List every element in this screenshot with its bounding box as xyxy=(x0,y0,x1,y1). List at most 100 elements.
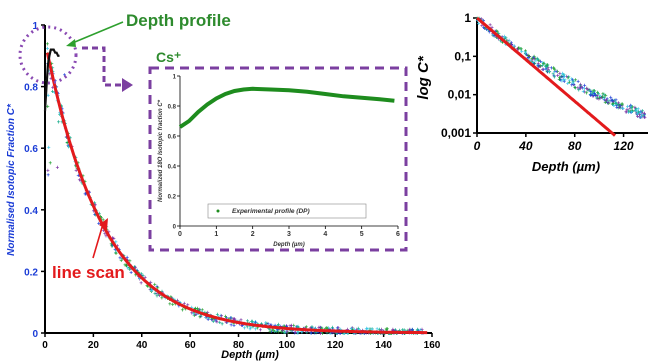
inset-panel: Cs⁺ 0 0.2 0.4 0.6 0.8 1 0 1 2 3 4 5 6 Depth (µm) No… xyxy=(148,49,408,252)
log-scatter-point: + xyxy=(484,26,488,32)
main-scatter-point: + xyxy=(60,107,64,113)
main-scatter-point: + xyxy=(241,324,245,330)
main-scatter-point: + xyxy=(273,330,277,336)
log-scatter-point: + xyxy=(553,69,557,75)
main-scatter-point: + xyxy=(213,317,217,323)
main-scatter-point: + xyxy=(113,248,117,254)
main-scatter-point: + xyxy=(121,257,125,263)
main-scatter-point: + xyxy=(229,316,233,322)
main-scatter-point: + xyxy=(352,331,356,337)
log-scatter-point: + xyxy=(597,97,601,103)
log-scatter-point: + xyxy=(591,91,595,97)
main-scatter-point: + xyxy=(143,276,147,282)
main-scatter-point: + xyxy=(81,174,85,180)
main-scatter-point: + xyxy=(377,331,381,337)
log-scatter-point: + xyxy=(510,42,514,48)
log-scatter-point: + xyxy=(541,64,545,70)
main-scatter-point: + xyxy=(294,330,298,336)
main-scatter-point: + xyxy=(60,120,64,126)
main-scatter-point: + xyxy=(99,215,103,221)
log-y-tick-label: 0,01 xyxy=(448,88,472,102)
main-scatter-point: + xyxy=(289,329,293,335)
depth-profile-label: Depth profile xyxy=(126,11,231,30)
main-scatter-point: + xyxy=(277,330,281,336)
log-scatter-point: + xyxy=(491,34,495,40)
log-scatter-point: + xyxy=(642,115,646,121)
main-x-tick-label: 160 xyxy=(424,340,441,351)
log-scatter-point: + xyxy=(520,49,524,55)
main-scatter-point: + xyxy=(83,192,87,198)
main-scatter-point: + xyxy=(383,331,387,337)
main-scatter-point: + xyxy=(57,120,61,126)
main-scatter-point: + xyxy=(210,317,214,323)
log-scatter-point: + xyxy=(559,78,563,84)
log-scatter-point: + xyxy=(618,104,622,110)
main-scatter-point: + xyxy=(235,321,239,327)
main-scatter-point: + xyxy=(360,331,364,337)
log-scatter-point: + xyxy=(533,57,537,63)
main-scatter-point: + xyxy=(248,324,252,330)
main-scatter-point: + xyxy=(78,178,82,184)
main-scatter-point: + xyxy=(276,328,280,334)
main-scatter-point: + xyxy=(74,164,78,170)
log-scatter-point: + xyxy=(516,47,520,53)
main-y-tick-label: 0.4 xyxy=(24,206,38,217)
main-scatter-point: + xyxy=(239,318,243,324)
main-scatter-point: + xyxy=(83,192,87,198)
log-scatter-point: + xyxy=(530,60,534,66)
log-scatter-point: + xyxy=(586,88,590,94)
log-scatter-point: + xyxy=(482,26,486,32)
log-scatter-point: + xyxy=(578,86,582,92)
main-scatter-point: + xyxy=(196,306,200,312)
main-scatter-point: + xyxy=(422,331,426,337)
line-scan-arrowhead xyxy=(99,218,108,230)
main-scatter-point: + xyxy=(197,312,201,318)
main-y-tick-label: 1 xyxy=(32,21,38,32)
main-scatter-point: + xyxy=(305,325,309,331)
main-scatter-point: + xyxy=(107,230,111,236)
log-scatter-point: + xyxy=(534,59,538,65)
main-scatter-point: + xyxy=(296,331,300,337)
main-scatter-point: + xyxy=(74,164,78,170)
main-scatter-point: + xyxy=(214,317,218,323)
main-scatter-point: + xyxy=(220,314,224,320)
log-scatter-point: + xyxy=(620,103,624,109)
log-scatter-point: + xyxy=(536,61,540,67)
log-scatter-point: + xyxy=(486,27,490,33)
main-scatter-point: + xyxy=(291,329,295,335)
main-panel: 00.20.40.60.81 0 20 40 60 80 100 120 140 160 +++… xyxy=(6,11,441,361)
log-scatter-point: + xyxy=(616,103,620,109)
log-scatter-point: + xyxy=(620,103,624,109)
log-scatter-point: + xyxy=(638,112,642,118)
main-scatter-point: + xyxy=(283,331,287,337)
main-scatter-point: + xyxy=(412,331,416,337)
depth-profile-highlight-circle xyxy=(18,25,78,85)
log-scatter-point: + xyxy=(551,72,555,78)
log-scatter-point: + xyxy=(494,33,498,39)
main-scatter-point: + xyxy=(46,47,50,53)
log-scatter-point: + xyxy=(528,54,532,60)
main-scatter-point: + xyxy=(123,263,127,269)
main-scatter-point: + xyxy=(388,331,392,337)
log-scatter-point: + xyxy=(507,39,511,45)
inset-legend-label: Experimental profile (DP) xyxy=(232,208,310,215)
log-scatter-point: + xyxy=(640,115,644,121)
log-scatter-point: + xyxy=(589,89,593,95)
log-scatter-point: + xyxy=(611,102,615,108)
log-scatter-point: + xyxy=(615,101,619,107)
log-scatter-point: + xyxy=(589,90,593,96)
main-scatter-point: + xyxy=(336,326,340,332)
main-scatter-point: + xyxy=(302,328,306,334)
log-scatter-point: + xyxy=(548,70,552,76)
log-scatter-point: + xyxy=(609,95,613,101)
log-scatter-point: + xyxy=(519,47,523,53)
log-scatter-point: + xyxy=(585,91,589,97)
main-scatter-point: + xyxy=(318,326,322,332)
main-scatter-point: + xyxy=(114,251,118,257)
main-scatter-point: + xyxy=(46,168,50,174)
main-scatter-point: + xyxy=(205,315,209,321)
log-scatter-point: + xyxy=(611,99,615,105)
inset-x-tick-label: 5 xyxy=(360,231,364,238)
main-scatter-point: + xyxy=(150,288,154,294)
main-x-axis-label: Depth (µm) xyxy=(221,349,279,361)
